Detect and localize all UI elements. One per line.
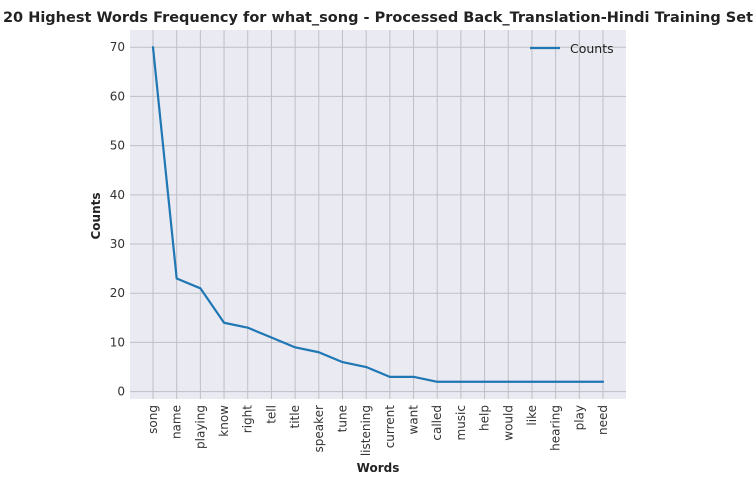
y-tick-label: 0 <box>117 385 125 399</box>
y-tick-label: 10 <box>110 335 125 349</box>
x-tick-label: current <box>383 405 397 449</box>
y-tick-label: 40 <box>110 188 125 202</box>
x-tick-label: like <box>525 405 539 426</box>
y-gridlines <box>130 46 626 393</box>
chart-title: 20 Highest Words Frequency for what_song… <box>3 10 753 26</box>
x-tick-label: tune <box>335 405 349 432</box>
x-tick-label: song <box>146 405 160 434</box>
y-tick-label: 60 <box>110 89 125 103</box>
y-tick-label: 20 <box>110 286 125 300</box>
y-tick-label: 50 <box>110 139 125 153</box>
x-tick-label: playing <box>193 405 207 449</box>
x-tick-label: know <box>217 405 231 437</box>
x-axis-label: Words <box>357 461 400 475</box>
data-points <box>152 47 604 382</box>
x-tick-labels: song name playing know right tell title speaker… <box>146 405 610 456</box>
x-tick-label: play <box>572 405 586 430</box>
x-tick-label: called <box>430 405 444 441</box>
y-axis-label: Counts <box>89 192 103 239</box>
x-tick-label: right <box>241 405 255 433</box>
x-tick-label: music <box>454 405 468 440</box>
series-line-counts <box>151 46 605 383</box>
legend-label: Counts <box>570 41 614 56</box>
x-tick-label: speaker <box>312 405 326 453</box>
legend: Counts <box>530 41 614 56</box>
plot-area <box>130 30 626 399</box>
x-tick-label: need <box>596 405 610 435</box>
x-tick-label: help <box>478 405 492 431</box>
y-tick-label: 70 <box>110 40 125 54</box>
x-tick-label: name <box>170 405 184 439</box>
x-tick-label: tell <box>264 405 278 424</box>
x-tick-label: want <box>407 405 421 435</box>
y-tick-labels: 0 10 20 30 40 50 60 70 <box>110 40 125 398</box>
y-tick-label: 30 <box>110 237 125 251</box>
x-tick-label: title <box>288 405 302 428</box>
x-gridlines <box>152 30 604 399</box>
x-tick-label: listening <box>359 405 373 456</box>
x-tick-label: would <box>501 405 515 441</box>
x-tick-label: hearing <box>549 405 563 451</box>
